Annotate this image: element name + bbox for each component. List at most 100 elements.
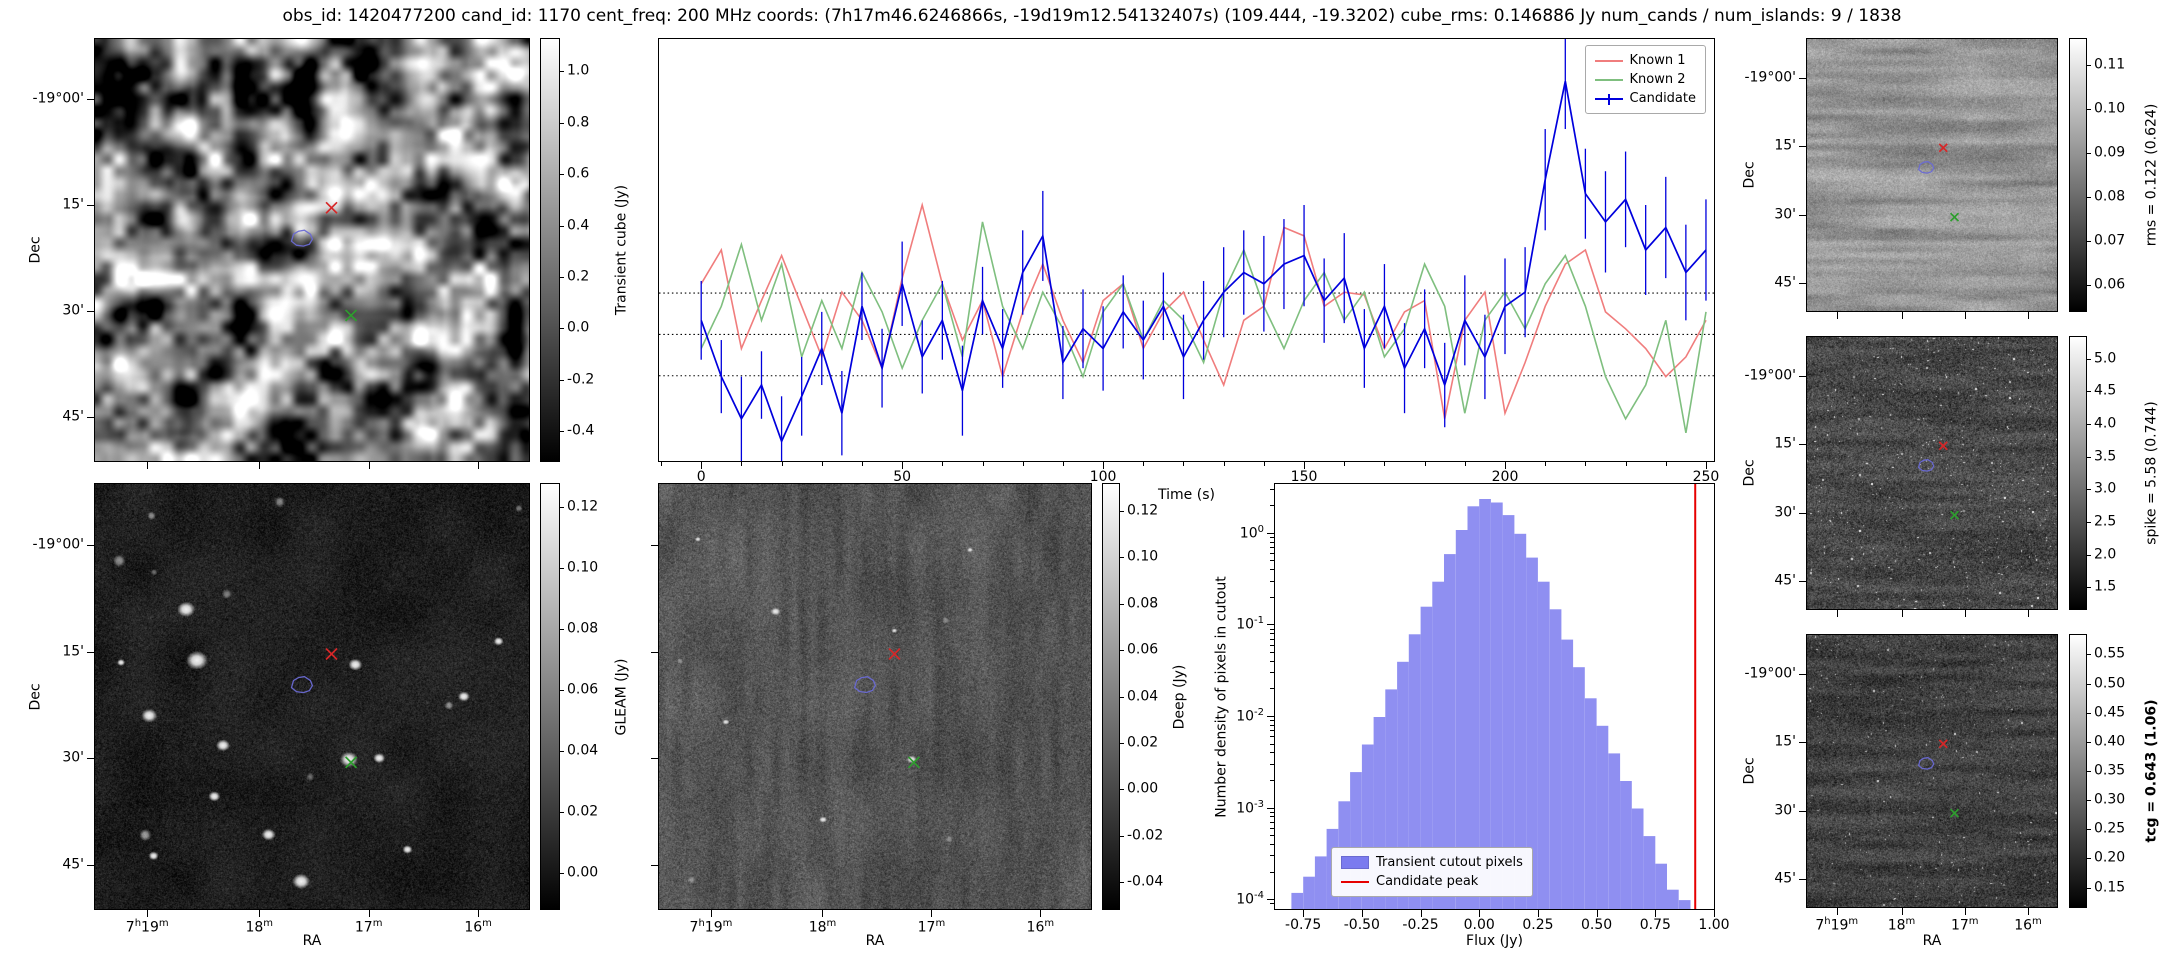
legend-item-known1: Known 1 [1594,51,1696,70]
island-contour [290,229,314,247]
candidate-position-marker [325,647,338,661]
tick-mark [1545,462,1547,466]
gleam-colorbar-label: GLEAM (Jy) [613,658,630,735]
tick-mark [821,462,823,466]
tick-mark [560,225,564,227]
dec-tick-label: 30' [1774,802,1796,819]
histogram-bar [1314,856,1327,909]
tick-mark [1040,910,1042,917]
tick-mark [2028,312,2029,319]
spike-colorbar [2069,336,2087,610]
tick-mark [1303,910,1305,917]
colorbar-tick-label: 0.0 [567,319,590,336]
histogram-bar [1678,900,1691,909]
dec-axis-label: Dec [27,236,44,264]
candidate-position-marker [1938,143,1948,153]
dec-tick-label: 15' [1774,137,1796,154]
colorbar-tick-label: 2.0 [2094,545,2117,562]
known-source-marker [907,756,920,769]
histogram-bar [1502,515,1515,909]
histogram-ylabel: Number density of pixels in cutout [1213,575,1230,818]
colorbar-tick-label: 0.8 [567,114,590,131]
flux-tick-label: 0.75 [1639,917,1671,933]
ra-tick-label: 18m [808,918,837,936]
colorbar-tick-label: 0.10 [2094,100,2126,117]
flux-tick-label: -0.25 [1402,917,1439,933]
dec-axis-label: Dec [1741,459,1758,487]
colorbar-tick-label: 0.02 [1127,734,1159,751]
tick-mark [1304,462,1306,469]
colorbar-tick-label: 0.4 [567,216,590,233]
density-tick-label: 100 [1239,523,1264,542]
tick-mark [1585,462,1587,466]
tick-mark [2087,391,2091,393]
known-source-marker [1949,808,1960,818]
candidate-errorbar-swatch [1594,93,1623,105]
dec-tick-label: 15' [62,642,84,659]
colorbar-tick-label: 3.5 [2094,447,2117,464]
ra-tick-label: 16m [2014,916,2042,934]
colorbar-tick-label: -0.04 [1127,873,1164,890]
tick-mark [1625,462,1627,466]
colorbar-tick-label: 0.6 [567,165,590,182]
tick-mark [87,544,94,546]
tick-mark [1655,910,1657,917]
rms-image [1807,39,2057,311]
tick-mark [651,865,658,867]
tick-mark [147,462,149,469]
colorbar-tick-label: 0.11 [2094,55,2126,72]
dec-tick-label: 15' [1774,733,1796,750]
density-tick-label: 10-2 [1236,706,1264,725]
colorbar-tick-label: 0.07 [2094,232,2126,249]
tick-mark [1267,715,1274,717]
colorbar-tick-label: 2.5 [2094,513,2117,530]
tick-mark [1420,910,1422,917]
known2-line-swatch [1594,78,1623,81]
tick-mark [1270,660,1274,662]
tick-mark [1714,910,1715,917]
colorbar-tick-label: 0.08 [567,620,599,637]
tick-mark [1270,489,1274,491]
tick-mark [1270,638,1274,640]
island-contour [1917,458,1935,472]
candidate-position-marker [1938,441,1948,451]
tick-mark [2087,712,2091,714]
tick-mark [2087,829,2091,831]
tick-mark [1799,283,1806,285]
colorbar-tick-label: 0.04 [567,742,599,759]
colorbar-tick-label: 0.10 [1127,548,1159,565]
island-contour [853,676,877,694]
tick-mark [651,651,658,653]
tick-mark [2087,858,2091,860]
tick-mark [1270,816,1274,818]
tick-mark [1120,789,1124,791]
tick-mark [1270,843,1274,845]
tick-mark [1270,720,1274,722]
histogram-xlabel: Flux (Jy) [1466,933,1523,949]
flux-histogram: Transient cutout pixels Candidate peak [1274,483,1715,910]
colorbar-tick-label: 0.25 [2094,820,2126,837]
tick-mark [1799,673,1806,675]
tick-mark [661,462,662,466]
tick-mark [1270,736,1274,738]
tick-mark [1223,462,1225,466]
tick-mark [1267,532,1274,534]
tick-mark [1120,510,1124,512]
tick-mark [1836,610,1838,617]
ra-axis-label: RA [302,933,322,949]
tick-mark [1270,651,1274,653]
tick-mark [1270,644,1274,646]
dec-axis-label: Dec [1741,161,1758,189]
rms-colorbar-label: rms = 0.122 (0.624) [2143,103,2160,247]
ra-axis-label: RA [865,933,885,949]
tick-mark [1120,835,1124,837]
tick-mark [2087,358,2091,360]
transient-colorbar-label: Transient cube (Jy) [613,184,630,316]
tick-mark [2087,489,2091,491]
deep-image [659,484,1091,909]
flux-tick-label: 0.25 [1522,917,1554,933]
colorbar-tick-label: -0.4 [567,422,595,439]
legend-label-cutout-pixels: Transient cutout pixels [1376,855,1523,870]
tick-mark [1270,541,1274,543]
histogram-bar [1584,698,1597,909]
